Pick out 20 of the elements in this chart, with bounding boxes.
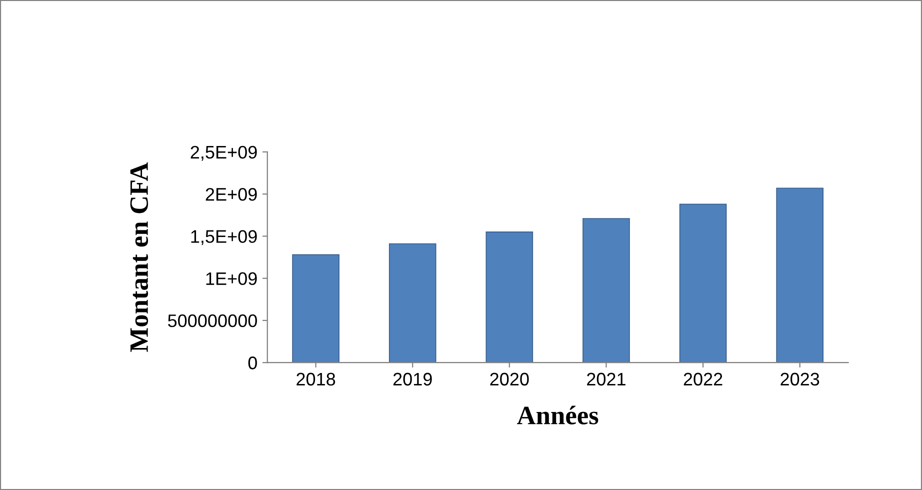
y-axis-title: Montant en CFA [130,162,148,352]
bar [679,204,727,363]
y-tick-label: 500000000 [168,314,257,328]
x-axis-title: Années [517,406,598,424]
y-tick-label: 1E+09 [206,272,257,286]
x-tick-label: 2018 [296,372,336,386]
bar [292,254,340,363]
x-tick-label: 2019 [393,372,432,386]
x-tick-label: 2023 [780,372,820,386]
x-tick-label: 2021 [587,372,626,386]
bar [582,218,630,363]
bar [486,232,534,363]
x-tick-label: 2022 [684,372,722,386]
bar [776,188,824,363]
x-tick-label: 2020 [490,372,529,386]
y-tick-label: 1,5E+09 [191,230,257,246]
y-tick-label: 0 [248,356,257,370]
bar [388,243,436,363]
y-tick-label: 2,5E+09 [190,146,257,161]
y-tick-label: 2E+09 [206,188,257,201]
